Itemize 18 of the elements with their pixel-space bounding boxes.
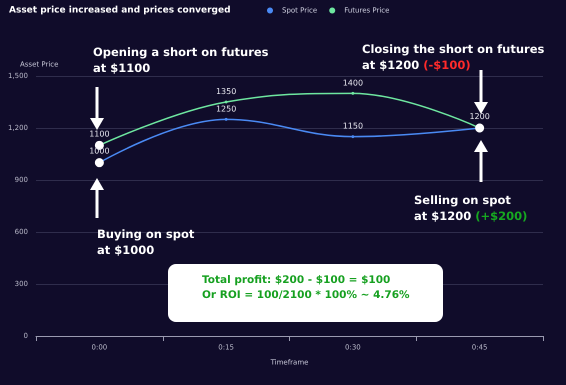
annotation: Selling on spot at $1200 (+$200)	[414, 193, 528, 223]
annotation: Buying on spot at $1000	[97, 227, 194, 257]
data-label: 1150	[342, 122, 364, 131]
note-box: Total profit: $200 - $100 = $100 Or ROI = 100/2100 * 100% ~ 4.76%	[168, 264, 443, 322]
chart-title: Asset price increased and prices converged	[9, 6, 231, 16]
data-label: 1100	[89, 129, 110, 138]
point	[351, 92, 354, 95]
data-label: 1000	[89, 146, 110, 156]
text: Opening a short on futures at $1100	[93, 45, 269, 75]
point	[224, 118, 228, 121]
data-label: 1350	[216, 87, 236, 96]
data-label: 1400	[342, 78, 364, 88]
text: Closing the short on futures at $1200 (-$100)	[362, 42, 544, 72]
point	[351, 135, 354, 138]
point	[94, 158, 104, 168]
data-label: 1250	[216, 104, 236, 114]
data-label: 1200	[469, 112, 490, 121]
annotation: Total profit: $200 - $100 = $100 Or ROI = 100/2100 * 100% ~ 4.76%	[202, 274, 410, 301]
